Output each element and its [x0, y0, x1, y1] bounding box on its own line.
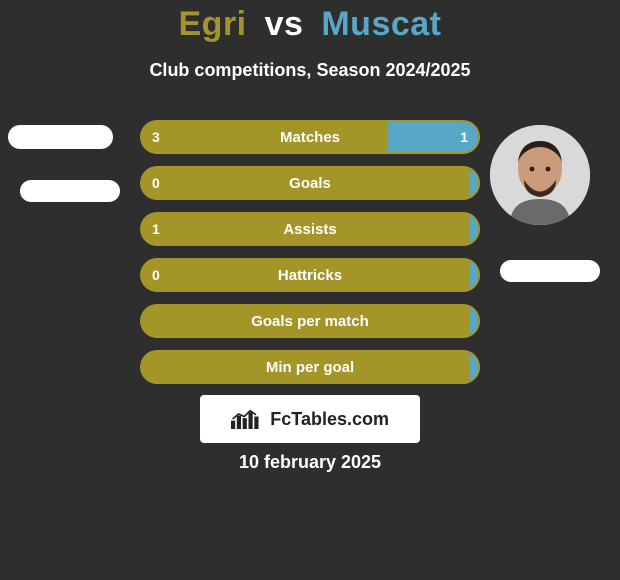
player1-flag-placeholder — [20, 180, 120, 202]
stat-left-fill — [140, 350, 470, 384]
date-text: 10 february 2025 — [0, 452, 620, 473]
stat-right-fill — [388, 120, 480, 154]
subtitle: Club competitions, Season 2024/2025 — [0, 60, 620, 81]
stat-bars: Matches31 Goals0 Assists1 Hattricks0 Goals p… — [140, 120, 480, 396]
stat-left-fill — [140, 120, 388, 154]
fctables-logo-box: FcTables.com — [200, 395, 420, 443]
title-player2: Muscat — [321, 5, 441, 43]
stat-row: Min per goal — [140, 350, 480, 384]
stat-left-fill — [140, 166, 470, 200]
title-vs: vs — [265, 5, 304, 43]
title-row: Egri vs Muscat — [0, 5, 620, 44]
stat-row: Assists1 — [140, 212, 480, 246]
stat-row: Matches31 — [140, 120, 480, 154]
player2-avatar — [490, 125, 590, 225]
title-player1: Egri — [179, 5, 247, 43]
stat-right-fill — [470, 166, 480, 200]
player2-flag-placeholder — [500, 260, 600, 282]
stat-right-fill — [470, 304, 480, 338]
player1-avatar-placeholder — [8, 125, 113, 149]
stat-left-fill — [140, 212, 470, 246]
stat-right-fill — [470, 212, 480, 246]
stat-row: Hattricks0 — [140, 258, 480, 292]
stat-row: Goals per match — [140, 304, 480, 338]
fctables-logo-text: FcTables.com — [270, 409, 389, 430]
stat-left-fill — [140, 258, 470, 292]
comparison-card: Egri vs Muscat Club competitions, Season… — [0, 0, 620, 580]
stat-right-fill — [470, 350, 480, 384]
stat-right-fill — [470, 258, 480, 292]
fctables-bars-icon — [231, 409, 264, 429]
stat-row: Goals0 — [140, 166, 480, 200]
stat-left-fill — [140, 304, 470, 338]
player2-avatar-svg — [490, 125, 590, 225]
